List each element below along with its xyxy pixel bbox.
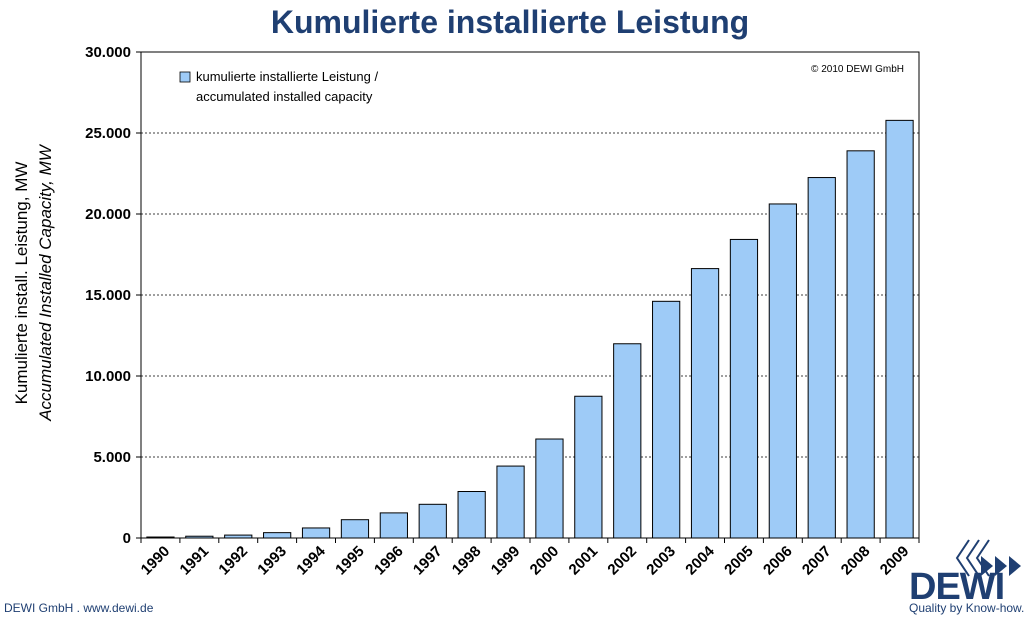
legend-label-line1: kumulierte installierte Leistung / <box>196 69 378 84</box>
copyright-text: © 2010 DEWI GmbH <box>811 64 904 75</box>
bar-1998 <box>457 491 486 539</box>
legend: kumulierte installierte Leistung / accum… <box>179 69 378 104</box>
x-tick-label: 1996 <box>371 543 407 579</box>
axes <box>136 51 920 543</box>
x-tick-label: 2005 <box>721 543 757 579</box>
bar-2000 <box>535 438 564 539</box>
grid-lines <box>141 132 919 458</box>
x-tick-label: 1998 <box>449 543 485 579</box>
x-tick-label: 1991 <box>177 543 213 579</box>
bar-1994 <box>301 527 331 539</box>
x-tick-label: 1997 <box>410 543 446 579</box>
x-tick-label: 2002 <box>604 543 640 579</box>
x-tick-label: 2007 <box>799 543 835 579</box>
x-tick-label: 2003 <box>643 543 679 579</box>
legend-label-line2: accumulated installed capacity <box>196 89 373 104</box>
bar-2005 <box>729 238 759 539</box>
tagline: Quality by Know-how. <box>909 601 1025 615</box>
bar-2006 <box>768 203 797 539</box>
bars <box>146 119 914 539</box>
bar-2001 <box>574 395 603 539</box>
x-tick-label: 2001 <box>566 543 602 579</box>
bar-2004 <box>690 268 720 539</box>
legend-swatch <box>179 71 191 83</box>
y-tick-label: 0 <box>123 530 131 547</box>
y-tick-label: 10.000 <box>85 368 131 385</box>
x-tick-label: 1990 <box>138 543 174 579</box>
x-tick-label: 1995 <box>332 543 368 579</box>
dewi-logo-chevrons-icon <box>955 539 1021 577</box>
bar-1997 <box>418 503 447 539</box>
y-tick-label: 30.000 <box>85 44 131 61</box>
x-tick-label: 1993 <box>254 543 290 579</box>
bar-2003 <box>652 300 681 539</box>
bar-1995 <box>340 519 370 539</box>
x-tick-label: 2000 <box>527 543 563 579</box>
bar-2008 <box>846 150 875 539</box>
bar-2002 <box>613 343 642 539</box>
y-tick-label: 25.000 <box>85 125 131 142</box>
chart-title: Kumulierte installierte Leistung <box>270 4 750 40</box>
x-tick-label: 2004 <box>682 542 718 578</box>
x-tick-label: 1994 <box>293 542 329 578</box>
bar-1999 <box>496 465 525 539</box>
y-axis-label: Kumulierte install. Leistung, MW <box>12 162 31 405</box>
dewi-logo-text: DEWI <box>909 566 1005 608</box>
bar-2009 <box>885 119 914 539</box>
footer-website[interactable]: DEWI GmbH . www.dewi.de <box>4 601 154 615</box>
y-tick-label: 20.000 <box>85 206 131 223</box>
x-tick-label: 1992 <box>215 543 251 579</box>
x-tick-label: 1999 <box>488 543 524 579</box>
y-tick-label: 15.000 <box>85 287 131 304</box>
bar-1996 <box>379 512 408 539</box>
x-tick-label: 2008 <box>838 543 874 579</box>
y-tick-label: 5.000 <box>93 449 131 466</box>
x-tick-label: 2006 <box>760 543 796 579</box>
bar-1993 <box>263 532 292 539</box>
y-axis-label-english: Accumulated Installed Capacity, MW <box>36 143 55 422</box>
bar-2007 <box>807 177 836 539</box>
